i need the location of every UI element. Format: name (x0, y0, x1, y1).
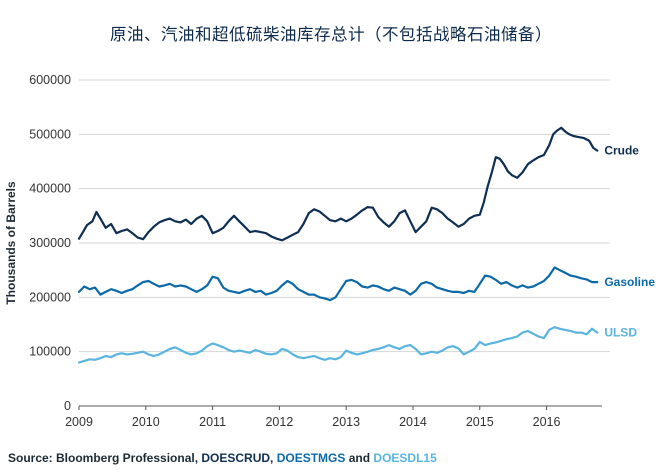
y-tick-label: 500000 (29, 127, 71, 141)
source-and: and (345, 451, 374, 465)
y-tick-label: 0 (64, 399, 71, 413)
series-label-crude: Crude (604, 144, 639, 158)
source-prefix: Source: Bloomberg Professional, (8, 451, 202, 465)
series-line-ulsd (77, 326, 599, 364)
y-tick-label: 400000 (29, 182, 71, 196)
source-code-ulsd: DOESDL15 (373, 451, 437, 465)
series-label-ulsd: ULSD (604, 326, 637, 340)
series-lines (77, 126, 599, 364)
source-separator: , (270, 451, 277, 465)
y-tick-label: 100000 (29, 345, 71, 359)
source-code-gasoline: DOESTMGS (276, 451, 346, 465)
x-tick-label: 2013 (332, 415, 360, 429)
x-tick-label: 2009 (65, 415, 93, 429)
gridlines (79, 79, 610, 353)
x-tick-label: 2012 (265, 415, 293, 429)
x-tick-label: 2014 (399, 415, 427, 429)
x-tick-label: 2016 (533, 415, 561, 429)
source-code-crude: DOESCRUD (201, 451, 271, 465)
y-axis-title: Thousands of Barrels (4, 181, 18, 305)
series-line-gasoline (77, 266, 599, 302)
y-tick-label: 600000 (29, 73, 71, 87)
chart-title: 原油、汽油和超低硫柴油库存总计（不包括战略石油储备） (110, 25, 552, 44)
x-tick-label: 2010 (132, 415, 160, 429)
y-tick-label: 200000 (29, 290, 71, 304)
x-tick-label: 2011 (199, 415, 226, 429)
y-tick-label: 300000 (29, 236, 71, 250)
source-note: Source: Bloomberg Professional, DOESCRUD… (8, 451, 437, 465)
series-labels: Crude Gasoline ULSD (604, 144, 655, 340)
axes: 0 100000 200000 300000 400000 500000 600000 200… (4, 73, 602, 429)
x-tick-label: 2015 (466, 415, 494, 429)
series-label-gasoline: Gasoline (604, 275, 655, 289)
series-line-crude (77, 126, 599, 242)
